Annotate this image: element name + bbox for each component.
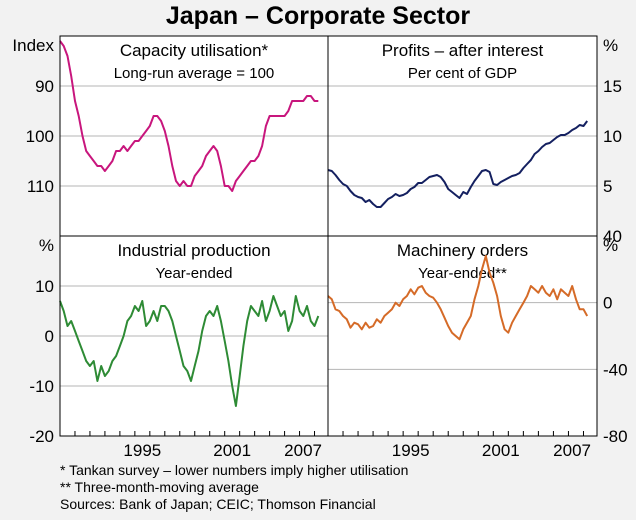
y-tick-label-profits: 15 (603, 77, 622, 96)
y-tick-label-machinery: 0 (603, 294, 612, 313)
x-tick-label: 2007 (284, 441, 322, 460)
y-tick-label-industrial: 0 (45, 327, 54, 346)
footnote-sources: Sources: Bank of Japan; CEIC; Thomson Fi… (60, 496, 376, 512)
y-tick-label-industrial: 10 (35, 277, 54, 296)
series-line-capacity (59, 40, 319, 192)
panel-subtitle-capacity: Long-run average = 100 (114, 65, 275, 82)
y-tick-label-industrial: -20 (29, 427, 54, 446)
y-tick-label-capacity: 90 (35, 77, 54, 96)
y-tick-label-machinery: -80 (603, 427, 628, 446)
y-tick-label-machinery: 40 (603, 227, 622, 246)
panel-subtitle-profits: Per cent of GDP (408, 65, 517, 82)
unit-label-machinery: % (603, 236, 618, 255)
series-line-machinery (327, 255, 589, 341)
panel-subtitle-industrial: Year-ended (155, 265, 232, 282)
panel-title-machinery: Machinery orders (397, 241, 528, 260)
x-tick-label: 2007 (553, 441, 591, 460)
y-tick-label-capacity: 110 (27, 177, 54, 196)
y-tick-label-machinery: -40 (603, 360, 628, 379)
footnote-capacity: * Tankan survey – lower numbers imply hi… (60, 462, 409, 478)
unit-label-capacity: Index (12, 36, 54, 55)
panel-title-industrial: Industrial production (117, 241, 270, 260)
panel-subtitle-machinery: Year-ended** (418, 265, 507, 282)
x-tick-label: 2001 (213, 441, 251, 460)
footnote-machinery: ** Three-month-moving average (60, 479, 259, 495)
panel-title-profits: Profits – after interest (382, 41, 544, 60)
y-tick-label-industrial: -10 (29, 377, 54, 396)
footnotes: * Tankan survey – lower numbers imply hi… (60, 462, 408, 513)
panel-title-capacity: Capacity utilisation* (120, 41, 269, 60)
unit-label-profits: % (603, 36, 618, 55)
figure-title: Japan – Corporate Sector (165, 2, 471, 30)
x-tick-label: 2001 (482, 441, 520, 460)
x-tick-label: 1995 (392, 441, 430, 460)
series-line-industrial (59, 295, 320, 407)
y-tick-label-capacity: 100 (26, 127, 54, 146)
y-tick-label-profits: 5 (603, 177, 612, 196)
y-tick-label-profits: 10 (603, 127, 622, 146)
unit-label-industrial: % (39, 236, 54, 255)
x-tick-label: 1995 (123, 441, 161, 460)
series-line-profits (327, 120, 589, 208)
